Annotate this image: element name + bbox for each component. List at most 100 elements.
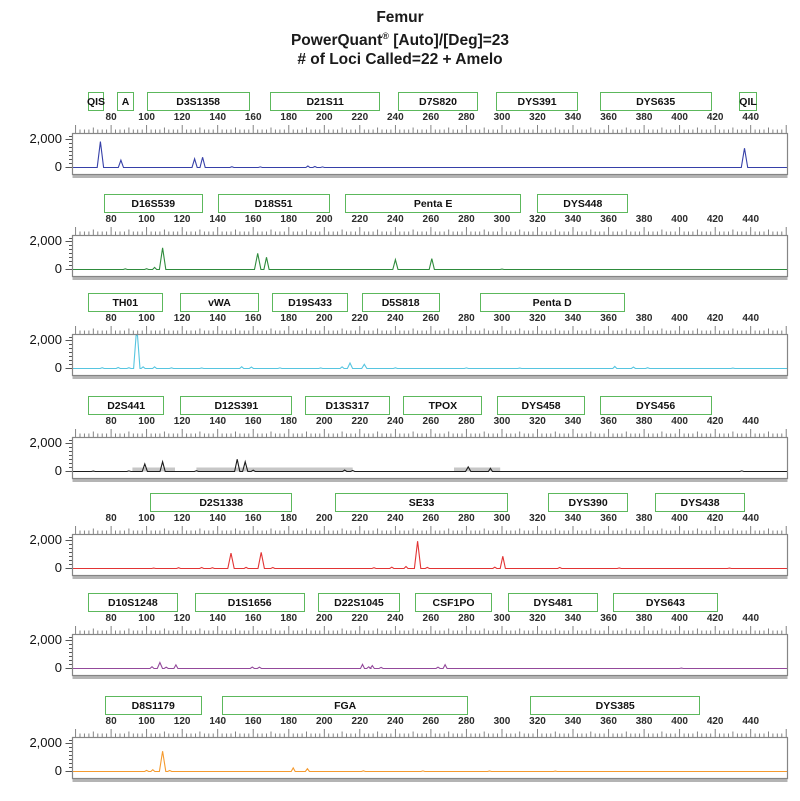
locus-box-D3S1358[interactable]: D3S1358 xyxy=(146,92,250,111)
locus-box-D21S11[interactable]: D21S11 xyxy=(270,92,381,111)
locus-box-QIS[interactable]: QIS xyxy=(86,92,106,111)
noise-band xyxy=(454,467,501,472)
size-tick-label: 80 xyxy=(105,416,117,427)
plot-background xyxy=(72,534,788,576)
locus-box-D18S51[interactable]: D18S51 xyxy=(217,194,330,213)
locus-label: vWA xyxy=(208,296,231,309)
plot-background xyxy=(72,133,788,175)
locus-box-D22S1045[interactable]: D22S1045 xyxy=(318,593,400,612)
locus-box-D5S818[interactable]: D5S818 xyxy=(361,293,440,312)
locus-label: QIS xyxy=(86,95,106,108)
locus-box-D12S391[interactable]: D12S391 xyxy=(180,396,293,415)
y-axis-ticks xyxy=(65,537,72,569)
size-tick-label: 100 xyxy=(138,214,155,225)
locus-box-DYS448[interactable]: DYS448 xyxy=(537,194,629,213)
dye-panel-green: D16S539 D18S51 Penta E DYS448 80 100 120 140 160… xyxy=(0,194,800,284)
locus-box-D13S317[interactable]: D13S317 xyxy=(304,396,390,415)
size-tick-label: 440 xyxy=(742,112,760,123)
locus-label: D2S1338 xyxy=(199,496,244,509)
locus-label: D12S391 xyxy=(214,399,259,412)
locus-box-D2S1338[interactable]: D2S1338 xyxy=(150,493,293,512)
locus-box-DYS643[interactable]: DYS643 xyxy=(612,593,718,612)
size-tick-label: 160 xyxy=(244,513,262,524)
locus-box-FGA[interactable]: FGA xyxy=(222,696,469,715)
size-tick-label: 100 xyxy=(138,513,155,524)
locus-box-Penta D[interactable]: Penta D xyxy=(479,293,625,312)
size-tick-label: 200 xyxy=(315,112,333,123)
size-tick-label: 140 xyxy=(209,112,227,123)
locus-label: D21S11 xyxy=(306,95,344,108)
locus-box-DYS458[interactable]: DYS458 xyxy=(496,396,586,415)
size-tick-label: 320 xyxy=(529,613,546,624)
dye-panel-cyan: TH01 vWA D19S433 D5S818 Penta D 80 100 120 140 16… xyxy=(0,293,800,383)
size-tick-label: 260 xyxy=(422,214,440,225)
size-tick-label: 280 xyxy=(458,513,475,524)
size-tick-label: 340 xyxy=(564,416,582,427)
size-tick-label: 320 xyxy=(529,513,546,524)
size-tick-label: 280 xyxy=(458,313,475,324)
locus-box-D16S539[interactable]: D16S539 xyxy=(103,194,203,213)
size-tick-label: 240 xyxy=(387,112,404,123)
size-tick-label: 260 xyxy=(422,112,440,123)
trace-plot-orange[interactable] xyxy=(0,728,800,784)
signal-trace-blue xyxy=(73,141,788,169)
y-axis-zero-label: 0 xyxy=(54,261,62,276)
trace-plot-cyan[interactable] xyxy=(0,325,800,381)
size-tick-label: 400 xyxy=(671,214,688,225)
locus-box-CSF1PO[interactable]: CSF1PO xyxy=(414,593,493,612)
locus-label: DYS456 xyxy=(636,399,676,412)
locus-box-vWA[interactable]: vWA xyxy=(180,293,259,312)
locus-box-D19S433[interactable]: D19S433 xyxy=(271,293,349,312)
size-tick-label: 160 xyxy=(244,613,262,624)
size-tick-label: 440 xyxy=(742,416,760,427)
locus-label: A xyxy=(121,95,130,108)
locus-box-DYS385[interactable]: DYS385 xyxy=(530,696,701,715)
locus-box-TPOX[interactable]: TPOX xyxy=(403,396,483,415)
y-axis-zero-label: 0 xyxy=(54,360,62,375)
locus-box-D1S1656[interactable]: D1S1656 xyxy=(194,593,305,612)
size-tick-label: 440 xyxy=(742,613,760,624)
locus-box-DYS481[interactable]: DYS481 xyxy=(508,593,598,612)
locus-box-D8S1179[interactable]: D8S1179 xyxy=(104,696,202,715)
locus-box-DYS438[interactable]: DYS438 xyxy=(654,493,746,512)
size-tick-label: 300 xyxy=(493,214,511,225)
locus-label: DYS390 xyxy=(568,496,608,509)
size-tick-label: 260 xyxy=(422,716,440,727)
size-tick-label: 340 xyxy=(564,716,582,727)
dye-panel-red: D2S1338 SE33 DYS390 DYS438 80 100 120 140 160 180… xyxy=(0,493,800,583)
locus-box-DYS391[interactable]: DYS391 xyxy=(495,92,579,111)
size-tick-label: 200 xyxy=(315,613,333,624)
size-tick-label: 160 xyxy=(244,416,262,427)
locus-box-D10S1248[interactable]: D10S1248 xyxy=(87,593,178,612)
locus-box-DYS390[interactable]: DYS390 xyxy=(548,493,629,512)
signal-trace-cyan xyxy=(73,334,788,370)
size-tick-label: 220 xyxy=(351,112,369,123)
plot-border xyxy=(71,234,789,278)
trace-plot-purple[interactable] xyxy=(0,625,800,681)
locus-box-D7S820[interactable]: D7S820 xyxy=(398,92,478,111)
size-tick-label: 200 xyxy=(315,214,333,225)
locus-box-SE33[interactable]: SE33 xyxy=(334,493,509,512)
size-tick-label: 180 xyxy=(280,214,298,225)
trace-plot-blue[interactable] xyxy=(0,124,800,180)
size-tick-label: 220 xyxy=(351,613,369,624)
trace-plot-red[interactable] xyxy=(0,525,800,581)
locus-box-QIL[interactable]: QIL xyxy=(739,92,757,111)
y-axis-zero-label: 0 xyxy=(54,560,62,575)
size-tick-label: 140 xyxy=(209,416,227,427)
size-tick-label: 140 xyxy=(209,513,227,524)
locus-box-TH01[interactable]: TH01 xyxy=(87,293,163,312)
trace-plot-green[interactable] xyxy=(0,226,800,282)
locus-box-A[interactable]: A xyxy=(116,92,135,111)
size-tick-label: 220 xyxy=(351,313,369,324)
locus-box-D2S441[interactable]: D2S441 xyxy=(87,396,165,415)
locus-box-DYS635[interactable]: DYS635 xyxy=(599,92,712,111)
size-tick-label: 320 xyxy=(529,112,546,123)
locus-label: D5S818 xyxy=(381,296,420,309)
signal-trace-orange xyxy=(73,751,788,773)
locus-box-DYS456[interactable]: DYS456 xyxy=(599,396,712,415)
locus-box-Penta E[interactable]: Penta E xyxy=(344,194,522,213)
size-tick-label: 180 xyxy=(280,716,298,727)
size-tick-label: 340 xyxy=(564,313,582,324)
trace-plot-black[interactable] xyxy=(0,428,800,484)
